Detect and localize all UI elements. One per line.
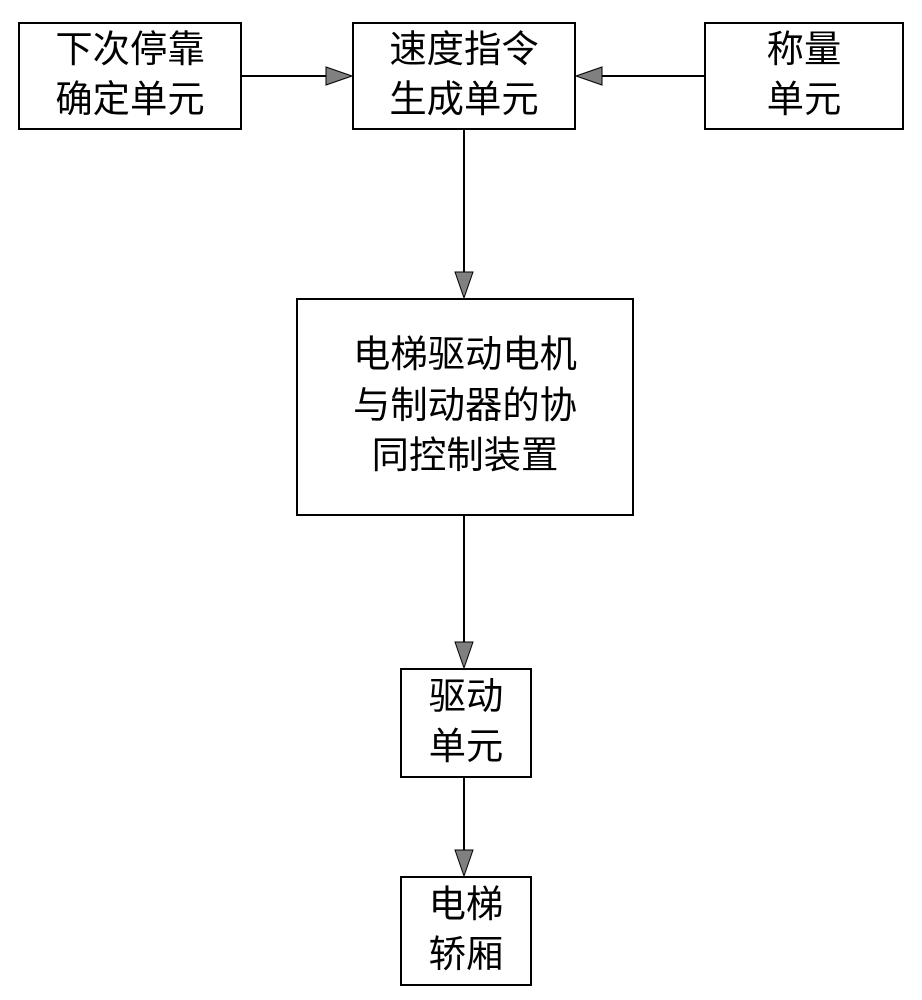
node-label-line: 电梯 xyxy=(429,881,504,931)
node-label-line: 称量 xyxy=(767,26,842,76)
node-label-line: 驱动 xyxy=(429,673,504,723)
node-label-line: 与制动器的协 xyxy=(353,382,577,432)
node-speed-command-generation-unit: 速度指令 生成单元 xyxy=(352,22,576,130)
node-label-line: 下次停靠 xyxy=(55,26,204,76)
node-label-line: 单元 xyxy=(767,76,842,126)
node-label-line: 确定单元 xyxy=(55,76,204,126)
node-label-line: 同控制装置 xyxy=(353,432,577,482)
node-label-line: 速度指令 xyxy=(389,26,538,76)
node-label-line: 生成单元 xyxy=(389,76,538,126)
node-drive-unit: 驱动 单元 xyxy=(400,668,532,778)
node-weighing-unit: 称量 单元 xyxy=(704,22,904,130)
node-next-stop-determination-unit: 下次停靠 确定单元 xyxy=(18,22,242,130)
node-label-line: 单元 xyxy=(429,723,504,773)
node-label-line: 电梯驱动电机 xyxy=(353,331,577,381)
node-label-line: 轿厢 xyxy=(429,931,504,981)
node-elevator-car: 电梯 轿厢 xyxy=(400,876,532,986)
node-motor-brake-coordinated-control-device: 电梯驱动电机 与制动器的协 同控制装置 xyxy=(296,298,634,516)
